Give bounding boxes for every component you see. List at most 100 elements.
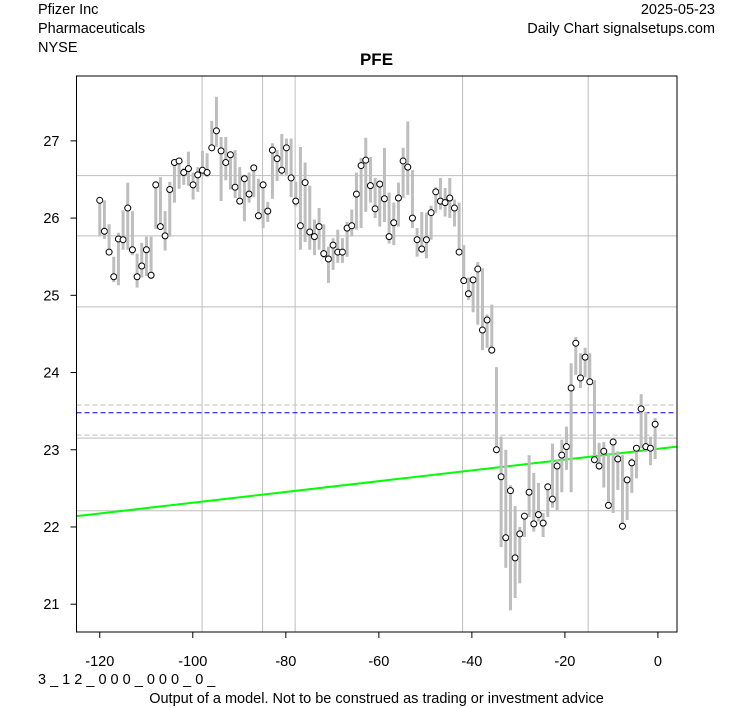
close-point <box>301 179 309 187</box>
x-tick-label: -100 <box>178 654 207 670</box>
close-point <box>525 488 533 496</box>
close-point <box>511 554 519 562</box>
close-point <box>413 236 421 244</box>
close-point <box>581 353 589 361</box>
close-point <box>226 151 234 159</box>
close-point <box>362 156 370 164</box>
close-point <box>408 214 416 222</box>
close-point <box>502 534 510 542</box>
close-point <box>586 378 594 386</box>
close-point <box>175 157 183 165</box>
close-point <box>156 223 164 231</box>
close-point <box>222 158 230 166</box>
y-tick-label: 21 <box>43 597 59 613</box>
x-tick-label: -80 <box>275 654 296 670</box>
exchange-label: NYSE <box>38 40 78 56</box>
close-point <box>394 194 402 202</box>
close-point <box>245 190 253 198</box>
y-tick-label: 27 <box>43 134 59 150</box>
close-point <box>632 444 640 452</box>
close-point <box>497 473 505 481</box>
close-point <box>366 182 374 190</box>
close-point <box>460 277 468 285</box>
close-point <box>231 183 239 191</box>
close-point <box>609 438 617 446</box>
reference-lines <box>76 404 678 518</box>
close-point <box>240 175 248 183</box>
close-point <box>464 290 472 298</box>
close-point <box>306 228 314 236</box>
close-point <box>544 483 552 491</box>
close-point <box>558 451 566 459</box>
axes: 21 22 23 24 25 26 27 -120 -100 -80 -60 -40 -20 0 <box>43 75 678 670</box>
close-point <box>506 487 514 495</box>
close-point <box>292 197 300 205</box>
close-point <box>296 222 304 230</box>
close-point <box>595 462 603 470</box>
close-point <box>404 163 412 171</box>
close-point <box>254 212 262 220</box>
close-point <box>371 205 379 213</box>
disclaimer: Output of a model. Not to be construed a… <box>149 691 604 707</box>
close-point <box>520 512 528 520</box>
close-point <box>180 169 188 177</box>
close-point <box>576 374 584 382</box>
close-point <box>534 511 542 519</box>
close-point <box>446 194 454 202</box>
x-tick-label: -60 <box>368 654 389 670</box>
close-point <box>628 459 636 467</box>
trend-line <box>76 445 678 518</box>
close-point <box>128 246 136 254</box>
close-point <box>250 164 258 172</box>
close-point <box>329 241 337 249</box>
close-point <box>399 157 407 165</box>
close-point <box>562 443 570 451</box>
close-point <box>212 127 220 135</box>
close-point <box>152 181 160 189</box>
close-point <box>138 262 146 270</box>
close-point <box>217 147 225 155</box>
close-point <box>259 181 267 189</box>
close-point <box>273 155 281 163</box>
close-point <box>478 326 486 334</box>
close-point <box>390 219 398 227</box>
close-point <box>483 316 491 324</box>
close-point <box>357 162 365 170</box>
sector-label: Pharmaceuticals <box>38 21 146 37</box>
close-point <box>348 222 356 230</box>
close-point <box>623 476 631 484</box>
model-code: 3 _ 1 2 _ 0 0 0 _ 0 0 0 _ 0 _ <box>38 672 216 688</box>
y-tick-label: 26 <box>43 211 59 227</box>
close-point <box>567 384 575 392</box>
close-point <box>324 255 332 263</box>
gridlines <box>76 76 677 632</box>
close-point <box>166 186 174 194</box>
close-point <box>474 265 482 273</box>
close-point <box>208 144 216 152</box>
close-point <box>646 444 654 452</box>
close-point <box>320 250 328 258</box>
close-point <box>96 196 104 204</box>
chart-source: Daily Chart signalsetups.com <box>527 21 715 37</box>
close-point <box>194 171 202 179</box>
close-point <box>124 204 132 212</box>
close-point <box>548 495 556 503</box>
close-point <box>590 456 598 464</box>
y-tick-label: 22 <box>43 520 59 536</box>
x-tick-label: -120 <box>85 654 114 670</box>
close-point <box>422 236 430 244</box>
close-point <box>427 209 435 217</box>
close-point <box>236 197 244 205</box>
close-point <box>469 276 477 284</box>
close-point <box>516 530 524 538</box>
y-tick-label: 23 <box>43 443 59 459</box>
close-point <box>455 248 463 256</box>
close-point <box>572 339 580 347</box>
close-point <box>161 232 169 240</box>
close-point <box>651 420 659 428</box>
x-tick-label: 0 <box>654 654 662 670</box>
close-point <box>441 199 449 207</box>
close-point <box>282 144 290 152</box>
close-point <box>492 446 500 454</box>
x-tick-label: -20 <box>554 654 575 670</box>
